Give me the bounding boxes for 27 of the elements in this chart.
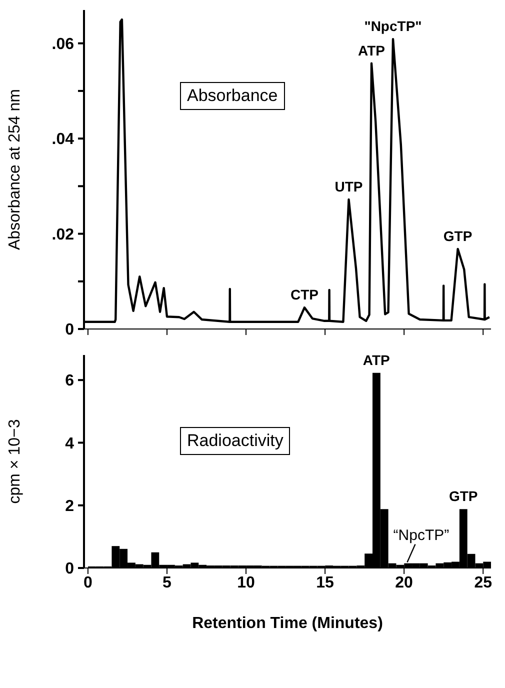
y-tick-label: .06 xyxy=(52,36,74,54)
x-tick-label: 0 xyxy=(84,574,92,592)
y-tick-label: .02 xyxy=(52,226,74,244)
y-tick-label: 0 xyxy=(65,322,74,339)
annotation: ATP xyxy=(362,352,390,368)
annotation: Radioactivity xyxy=(180,427,290,455)
y-tick-label: 0 xyxy=(65,560,74,578)
x-tick-label: 25 xyxy=(474,574,492,592)
annotation: UTP xyxy=(334,178,363,194)
x-tick-label: 15 xyxy=(316,574,334,592)
y-tick-label: 6 xyxy=(65,372,74,390)
annotation: CTP xyxy=(290,286,318,303)
annotation: "NpcTP" xyxy=(364,18,422,34)
x-tick-label: 5 xyxy=(162,574,172,592)
annotation: “NpcTP” xyxy=(393,527,450,544)
annotation: GTP xyxy=(448,488,478,504)
annotation: ATP xyxy=(358,42,385,58)
annotation: Absorbance xyxy=(180,82,285,110)
y-tick-label: 2 xyxy=(65,498,74,516)
y-axis-title: Absorbance at 254 nm xyxy=(6,89,24,250)
x-axis-title: Retention Time (Minutes) xyxy=(192,615,383,632)
y-tick-label: 4 xyxy=(65,435,74,452)
x-tick-label: 10 xyxy=(237,574,256,592)
y-tick-label: .04 xyxy=(52,131,74,148)
y-axis-title: cpm × 10−3 xyxy=(6,419,24,504)
annotation: GTP xyxy=(443,228,472,244)
x-tick-label: 20 xyxy=(395,574,414,592)
